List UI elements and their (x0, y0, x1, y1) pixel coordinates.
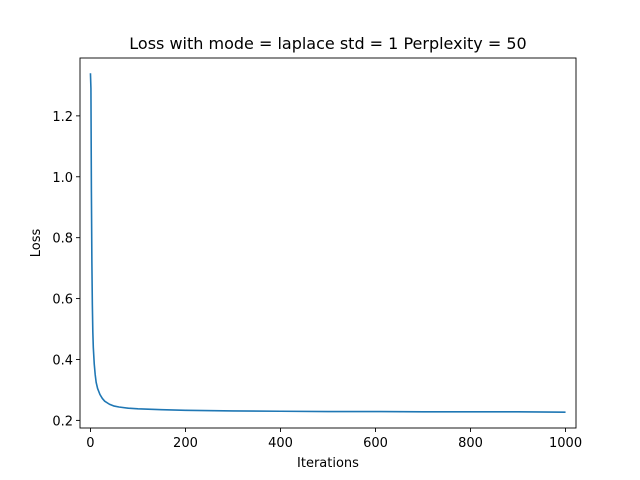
y-tick-label: 0.2 (52, 414, 73, 429)
chart-title: Loss with mode = laplace std = 1 Perplex… (129, 34, 526, 53)
y-tick-label: 1.2 (52, 110, 73, 125)
x-tick-label: 0 (86, 436, 94, 451)
x-tick-label: 800 (458, 436, 483, 451)
y-tick-label: 0.4 (52, 353, 73, 368)
x-tick-label: 1000 (549, 436, 582, 451)
x-tick-label: 200 (173, 436, 198, 451)
plot-area: 0 200 400 600 800 1000 0.2 0.4 0.6 0.8 1.0 1.2 (52, 57, 582, 451)
x-tick-label: 400 (268, 436, 293, 451)
y-axis: 0.2 0.4 0.6 0.8 1.0 1.2 (52, 110, 80, 429)
x-axis-label: Iterations (297, 456, 359, 471)
plot-frame (79, 57, 577, 429)
y-tick-label: 1.0 (52, 171, 73, 186)
x-axis: 0 200 400 600 800 1000 (86, 428, 582, 451)
y-tick-label: 0.6 (52, 293, 73, 308)
x-tick-label: 600 (363, 436, 388, 451)
y-tick-label: 0.8 (52, 232, 73, 247)
y-axis-label: Loss (29, 229, 44, 258)
loss-line (89, 73, 566, 413)
